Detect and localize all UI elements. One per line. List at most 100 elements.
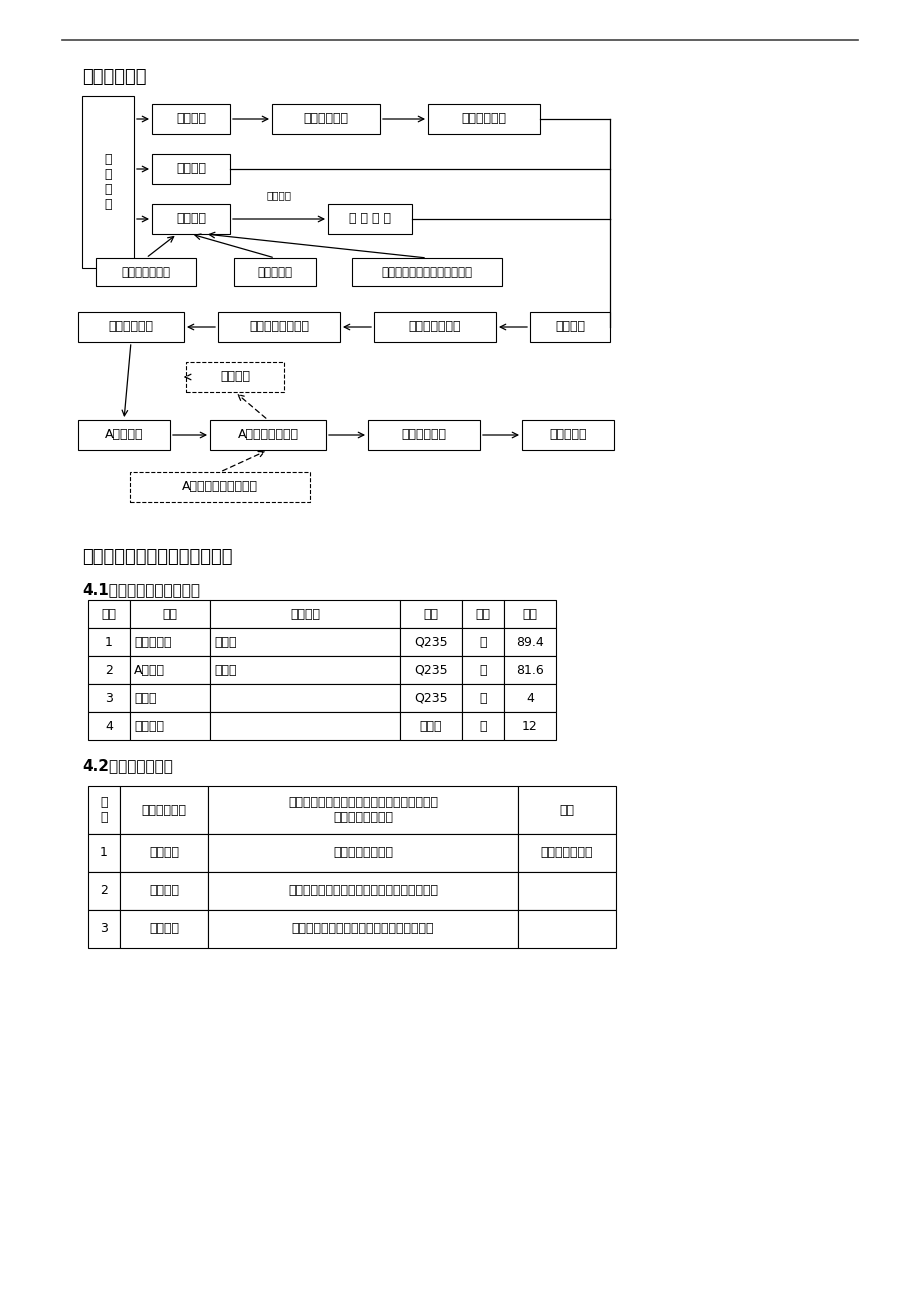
Text: 三、施工流程: 三、施工流程	[82, 68, 146, 86]
Bar	[427, 104, 539, 134]
Bar	[82, 96, 134, 268]
Bar	[461, 656, 504, 684]
Bar	[152, 154, 230, 184]
Bar	[130, 628, 210, 656]
Text: 施
工
准
备: 施 工 准 备	[104, 154, 111, 211]
Text: 迎风墙: 迎风墙	[134, 691, 156, 704]
Bar	[208, 872, 517, 910]
Text: 构 件 堆 放: 构 件 堆 放	[348, 212, 391, 225]
Text: 检验合格: 检验合格	[267, 190, 291, 201]
Text: 组: 组	[479, 691, 486, 704]
Text: 加工合格证: 加工合格证	[257, 266, 292, 279]
Text: A型框架: A型框架	[134, 664, 165, 677]
Bar	[368, 421, 480, 450]
Text: 4: 4	[105, 720, 113, 733]
Bar	[96, 258, 196, 286]
Text: 2: 2	[100, 884, 108, 897]
Text: 数量: 数量	[522, 608, 537, 621]
Bar	[529, 312, 609, 342]
Text: 名称: 名称	[163, 608, 177, 621]
Text: A型架隔断墙及密封板: A型架隔断墙及密封板	[182, 480, 257, 493]
Text: A型架间检修平台: A型架间检修平台	[237, 428, 298, 441]
Bar	[119, 872, 208, 910]
Text: Q235: Q235	[414, 664, 448, 677]
Text: 备注: 备注	[559, 803, 573, 816]
Bar	[88, 712, 130, 740]
Text: Q235: Q235	[414, 691, 448, 704]
Text: 电机风筒: 电机风筒	[134, 720, 164, 733]
Text: 组合件: 组合件	[214, 635, 236, 648]
Text: 四、主要施工工程量与关键工序: 四、主要施工工程量与关键工序	[82, 548, 233, 566]
Text: 规格型号: 规格型号	[289, 608, 320, 621]
Bar	[400, 684, 461, 712]
Bar	[152, 204, 230, 234]
Bar	[461, 684, 504, 712]
Bar	[504, 600, 555, 628]
Bar	[210, 600, 400, 628]
Bar	[119, 910, 208, 948]
Text: 结构走道平台安装: 结构走道平台安装	[249, 320, 309, 333]
Bar	[517, 835, 616, 872]
Text: 轴线交点允差、整体尺寸允差、其它尺寸误差: 轴线交点允差、整体尺寸允差、其它尺寸误差	[288, 884, 437, 897]
Bar	[88, 835, 119, 872]
Bar	[88, 600, 130, 628]
Text: 1: 1	[105, 635, 113, 648]
Text: 构件各部尺寸检查: 构件各部尺寸检查	[333, 846, 392, 859]
Text: 序
号: 序 号	[100, 796, 108, 824]
Text: 风筒支撑安装: 风筒支撑安装	[108, 320, 153, 333]
Text: 序号: 序号	[101, 608, 117, 621]
Text: 吨: 吨	[479, 635, 486, 648]
Bar	[504, 656, 555, 684]
Text: 构件验收: 构件验收	[176, 212, 206, 225]
Text: Q235: Q235	[414, 635, 448, 648]
Text: 材质: 材质	[423, 608, 438, 621]
Text: 81.6: 81.6	[516, 664, 543, 677]
Text: 风筒安装: 风筒安装	[220, 371, 250, 384]
Text: 构件质量证明书: 构件质量证明书	[121, 266, 170, 279]
Bar	[461, 628, 504, 656]
Bar	[272, 104, 380, 134]
Text: 组合件: 组合件	[214, 664, 236, 677]
Text: 关键工序名称: 关键工序名称	[142, 803, 187, 816]
Bar	[210, 656, 400, 684]
Bar	[517, 872, 616, 910]
Text: 4.1主要施工工程量一览表: 4.1主要施工工程量一览表	[82, 582, 199, 598]
Text: 施工计划安排: 施工计划安排	[461, 112, 506, 125]
Text: 3: 3	[100, 923, 108, 936]
Text: 构件验收: 构件验收	[149, 846, 179, 859]
Text: 12: 12	[522, 720, 538, 733]
Bar	[88, 910, 119, 948]
Text: 钢梯安装: 钢梯安装	[554, 320, 584, 333]
Bar	[400, 600, 461, 628]
Bar	[130, 473, 310, 503]
Bar	[517, 786, 616, 835]
Bar	[88, 872, 119, 910]
Bar	[504, 712, 555, 740]
Bar	[88, 786, 119, 835]
Text: 尺寸、规格、数量、外形检查: 尺寸、规格、数量、外形检查	[381, 266, 472, 279]
Bar	[208, 835, 517, 872]
Bar	[352, 258, 502, 286]
Text: 89.4: 89.4	[516, 635, 543, 648]
Bar	[130, 684, 210, 712]
Bar	[88, 684, 130, 712]
Bar	[400, 656, 461, 684]
Bar	[400, 628, 461, 656]
Bar	[130, 712, 210, 740]
Bar	[152, 104, 230, 134]
Bar	[210, 628, 400, 656]
Bar	[461, 712, 504, 740]
Text: 2: 2	[105, 664, 113, 677]
Bar	[504, 628, 555, 656]
Bar	[517, 910, 616, 948]
Bar	[400, 712, 461, 740]
Text: 合适的测量方法: 合适的测量方法	[540, 846, 593, 859]
Text: 工序特点、难点、主要实物量及主要技术参数
（材质、规格等）: 工序特点、难点、主要实物量及主要技术参数 （材质、规格等）	[288, 796, 437, 824]
Text: 玻璃钢: 玻璃钢	[419, 720, 442, 733]
Bar	[130, 600, 210, 628]
Bar	[374, 312, 495, 342]
Bar	[186, 362, 284, 392]
Text: 1: 1	[100, 846, 108, 859]
Text: 平台主框架: 平台主框架	[134, 635, 171, 648]
Bar	[119, 786, 208, 835]
